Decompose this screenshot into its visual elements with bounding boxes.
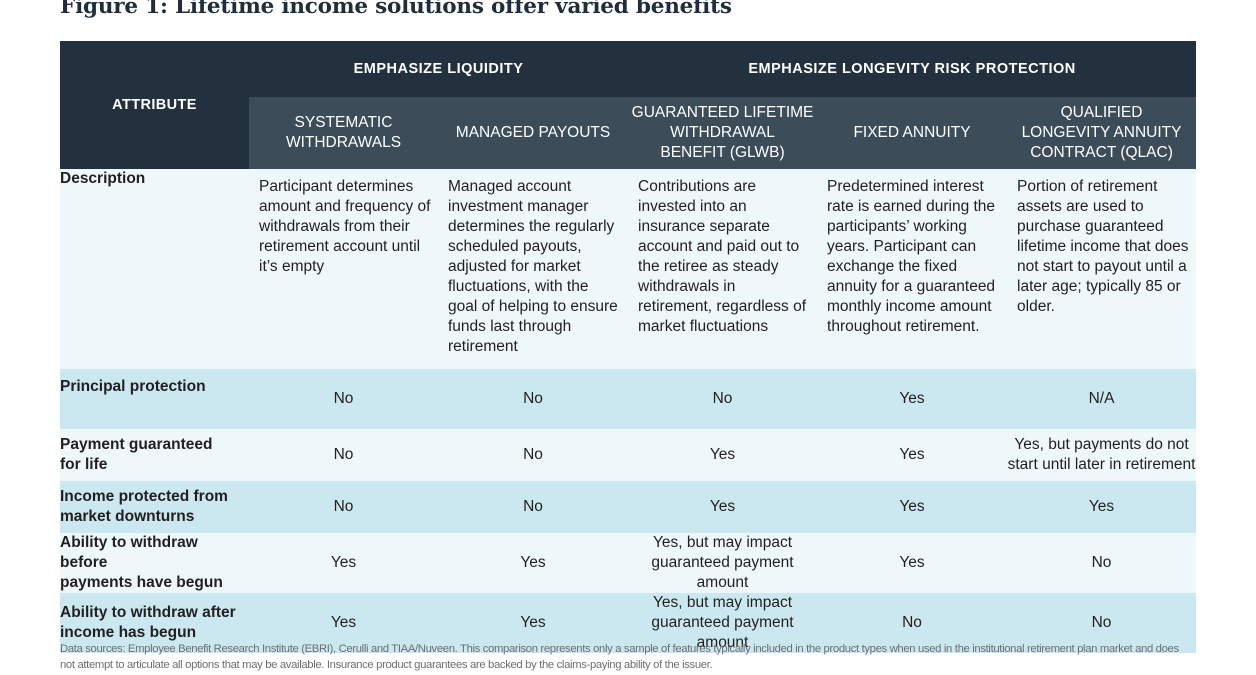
value-cell: Yes, but may impact guaranteed payment a… <box>628 593 818 653</box>
table-row-withdraw-after: Ability to withdraw after income has beg… <box>60 593 1197 653</box>
description-cell: Portion of retirement assets are used to… <box>1007 169 1197 369</box>
row-label: Principal protection <box>60 369 249 429</box>
column-header-line: GUARANTEED LIFETIME <box>631 104 814 121</box>
table-row-withdraw-before: Ability to withdraw before payments have… <box>60 533 1197 593</box>
description-cell: Predetermined interest rate is earned du… <box>817 169 1008 369</box>
value-cell: Yes <box>1007 481 1197 533</box>
footnote: Data sources: Employee Benefit Research … <box>60 643 1179 671</box>
row-label-line: Payment guaranteed <box>60 436 213 453</box>
row-label: Payment guaranteed for life <box>60 429 249 481</box>
value-cell: Yes, but payments do not start until lat… <box>1007 429 1197 481</box>
row-label-line: Ability to withdraw before <box>60 534 198 571</box>
column-header-glwb: GUARANTEED LIFETIME WITHDRAWAL BENEFIT (… <box>628 97 818 169</box>
value-cell: Yes <box>249 593 438 653</box>
description-cell: Contributions are invested into an insur… <box>628 169 818 369</box>
value-cell: No <box>628 369 818 429</box>
value-cell: Yes <box>817 533 1008 593</box>
row-label-line: income has begun <box>60 624 197 641</box>
row-label-line: Income protected from <box>60 488 228 505</box>
group-header-liquidity: EMPHASIZE LIQUIDITY <box>249 41 629 97</box>
description-cell: Participant determines amount and freque… <box>249 169 438 369</box>
value-cell: No <box>249 481 438 533</box>
value-cell: No <box>438 429 629 481</box>
row-label-line: payments have begun <box>60 574 223 591</box>
group-header-row: ATTRIBUTE EMPHASIZE LIQUIDITY EMPHASIZE … <box>60 41 1197 169</box>
group-header-longevity: EMPHASIZE LONGEVITY RISK PROTECTION <box>628 41 1197 97</box>
row-label-line: Ability to withdraw after <box>60 604 236 621</box>
value-cell: N/A <box>1007 369 1197 429</box>
value-cell: Yes, but may impact guaranteed payment a… <box>628 533 818 593</box>
column-header-line: CONTRACT (QLAC) <box>1030 144 1173 161</box>
column-header-line: MANAGED PAYOUTS <box>455 124 611 141</box>
column-header-row: SYSTEMATIC WITHDRAWALS MANAGED PAYOUTS G… <box>60 97 1197 169</box>
column-header-line: WITHDRAWALS <box>285 134 402 151</box>
row-label-line: Principal protection <box>60 378 206 395</box>
value-cell: No <box>1007 533 1197 593</box>
value-cell: Yes <box>817 369 1008 429</box>
value-cell: No <box>438 369 629 429</box>
table-row-income-protected: Income protected from market downturns N… <box>60 481 1197 533</box>
value-cell: No <box>249 369 438 429</box>
row-label: Ability to withdraw before payments have… <box>60 533 249 593</box>
value-cell: No <box>1007 593 1197 653</box>
comparison-table: ATTRIBUTE EMPHASIZE LIQUIDITY EMPHASIZE … <box>60 41 1197 653</box>
column-header-line: QUALIFIED <box>1060 104 1143 121</box>
value-cell: No <box>817 593 1008 653</box>
value-cell: Yes <box>817 481 1008 533</box>
column-header-managed-payouts: MANAGED PAYOUTS <box>438 97 629 169</box>
figure-title: Figure 1: Lifetime income solutions offe… <box>60 0 732 19</box>
value-cell: Yes <box>817 429 1008 481</box>
row-label: Income protected from market downturns <box>60 481 249 533</box>
column-header-qlac: QUALIFIED LONGEVITY ANNUITY CONTRACT (QL… <box>1007 97 1197 169</box>
attribute-header: ATTRIBUTE <box>60 41 249 169</box>
value-cell: No <box>438 481 629 533</box>
value-cell: Yes <box>628 481 818 533</box>
table-row-principal-protection: Principal protection No No No Yes N/A <box>60 369 1197 429</box>
table-row-payment-guaranteed: Payment guaranteed for life No No Yes Ye… <box>60 429 1197 481</box>
column-header-line: BENEFIT (GLWB) <box>660 144 785 161</box>
row-label: Ability to withdraw after income has beg… <box>60 593 249 653</box>
value-cell: Yes <box>249 533 438 593</box>
value-cell: Yes <box>438 533 629 593</box>
row-label-line: for life <box>60 456 108 473</box>
column-header-systematic-withdrawals: SYSTEMATIC WITHDRAWALS <box>249 97 438 169</box>
column-header-fixed-annuity: FIXED ANNUITY <box>817 97 1008 169</box>
column-header-line: FIXED ANNUITY <box>853 124 971 141</box>
value-cell: Yes <box>438 593 629 653</box>
value-cell: Yes <box>628 429 818 481</box>
column-header-line: LONGEVITY ANNUITY <box>1021 124 1182 141</box>
description-cell: Managed account investment manager deter… <box>438 169 629 369</box>
value-cell: No <box>249 429 438 481</box>
row-label-line: market downturns <box>60 508 195 525</box>
row-label: Description <box>60 169 249 369</box>
column-header-line: SYSTEMATIC <box>294 114 393 131</box>
column-header-line: WITHDRAWAL <box>670 124 775 141</box>
table-row-description: Description Participant determines amoun… <box>60 169 1197 369</box>
